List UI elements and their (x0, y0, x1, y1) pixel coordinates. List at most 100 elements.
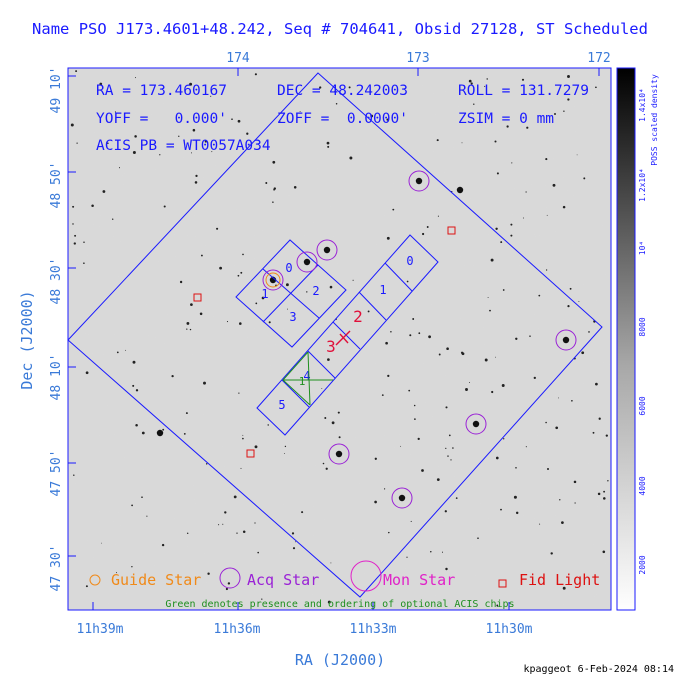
background-star (186, 532, 189, 535)
background-star (386, 118, 389, 121)
background-star (484, 85, 486, 87)
background-star (602, 550, 606, 554)
legend-note: Green denotes presence and ordering of o… (165, 599, 514, 610)
background-star (226, 321, 229, 323)
background-star (242, 434, 244, 436)
footer-stamp: kpaggeot 6-Feb-2024 08:14 (523, 664, 674, 675)
background-star (261, 598, 263, 600)
yoff-value: YOFF = 0.000' (96, 111, 227, 127)
background-star (511, 162, 513, 164)
background-star (330, 562, 332, 564)
background-star (338, 436, 341, 439)
dec-value: DEC = 48.242003 (277, 83, 408, 99)
background-star (417, 437, 420, 441)
acis-s-chip-1: 1 (379, 283, 386, 297)
acq-star-marker (465, 413, 487, 435)
background-star (283, 452, 285, 454)
background-star (567, 305, 570, 308)
background-star (306, 291, 308, 293)
background-star (571, 399, 573, 402)
background-star (161, 543, 165, 547)
background-star (552, 183, 556, 187)
background-star (73, 474, 75, 476)
background-star (430, 550, 432, 553)
acq-star-marker (316, 239, 338, 261)
background-star (545, 269, 548, 271)
background-star (85, 371, 89, 375)
background-star (178, 135, 180, 137)
background-star (477, 537, 479, 539)
background-star (195, 174, 198, 178)
background-star (254, 445, 258, 449)
bright-star (323, 246, 331, 254)
fid-lights (193, 226, 456, 458)
bright-star (415, 177, 423, 185)
colorbar-tick: 2000 (638, 555, 647, 574)
background-star (141, 431, 145, 435)
acq-star-marker (391, 487, 413, 509)
x-axis-label: RA (J2000) (295, 651, 385, 669)
background-star (225, 587, 228, 591)
background-star (327, 600, 331, 604)
background-star (501, 384, 505, 387)
background-star (490, 258, 494, 262)
background-star (468, 79, 472, 83)
background-star (272, 160, 276, 164)
background-star (569, 287, 572, 290)
background-star (367, 310, 370, 313)
background-star (254, 73, 257, 76)
background-star (484, 358, 488, 362)
y-axis-label: Dec (J2000) (18, 290, 36, 389)
background-star (327, 145, 330, 148)
background-star (75, 70, 78, 73)
background-star (414, 418, 416, 420)
background-star (595, 382, 598, 386)
background-star (186, 328, 188, 330)
background-star (200, 254, 203, 257)
background-star (205, 463, 208, 465)
background-star (102, 190, 106, 193)
guide-star-legend-icon (89, 574, 101, 586)
background-star (406, 280, 409, 283)
background-star (194, 181, 198, 184)
background-star (299, 111, 301, 113)
background-star (219, 266, 223, 270)
background-star (216, 227, 219, 230)
background-star (70, 123, 74, 127)
background-star (329, 285, 333, 289)
background-star (191, 152, 192, 154)
background-star (132, 360, 136, 364)
fid-light-marker (193, 293, 202, 302)
background-star (163, 205, 166, 208)
background-star (500, 508, 502, 511)
background-star (334, 90, 337, 93)
bright-star (472, 420, 480, 428)
background-star (473, 103, 475, 105)
background-star (562, 586, 566, 590)
background-star (545, 421, 547, 424)
background-star (409, 334, 412, 337)
background-star (515, 467, 517, 469)
background-star (418, 332, 421, 335)
background-star (83, 262, 85, 264)
background-star (441, 551, 444, 553)
colorbar-tick: 6000 (638, 396, 647, 415)
background-star (562, 205, 566, 209)
background-star (525, 191, 527, 193)
left-tick-label: 49 10' (49, 67, 64, 114)
background-star (85, 585, 88, 588)
background-star (240, 271, 243, 274)
background-star (114, 111, 116, 113)
sky-image (67, 67, 612, 611)
background-star (547, 468, 549, 470)
acis-pb-value: ACIS PB = WT0057A034 (96, 138, 271, 154)
background-star (437, 215, 439, 217)
bottom-tick-label: 11h36m (214, 622, 261, 637)
background-star (592, 431, 595, 434)
background-star (73, 242, 76, 245)
background-star (510, 234, 513, 237)
background-star (496, 172, 499, 175)
aimpoint-marker (335, 330, 351, 346)
background-star (185, 412, 188, 415)
background-star (603, 497, 606, 500)
